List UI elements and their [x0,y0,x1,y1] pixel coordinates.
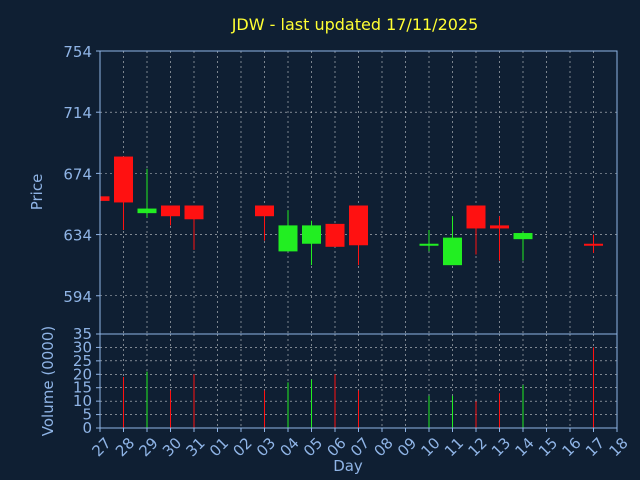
candle-body-17 [584,243,603,246]
x-tick-label: 16 [559,434,585,460]
x-ticks: 2728293031010203040506070809101112131415… [89,428,632,460]
volume-tick-label: 25 [73,352,92,370]
price-tick-label: 714 [63,104,92,122]
x-axis-label: Day [333,457,363,475]
x-tick-label: 05 [300,434,326,460]
volume-tick-label: 20 [73,365,92,383]
x-tick-label: 02 [230,434,256,460]
candle-body-29 [137,208,157,214]
price-tick-label: 754 [63,43,92,61]
candle-body-06 [325,223,345,247]
candle-body-07 [349,205,368,246]
volume-bars [123,347,594,428]
chart-title: JDW - last updated 17/11/2025 [231,15,479,34]
candle-body-30 [161,205,180,217]
candle-body-03 [255,205,274,217]
candle-body-04 [278,225,298,252]
x-tick-label: 31 [183,434,209,460]
price-tick-label: 594 [63,288,92,306]
x-tick-label: 01 [206,434,232,460]
candle-body-13 [490,225,509,229]
candle-body-11 [443,237,462,266]
candle-body-14 [513,233,533,240]
candle-body-31 [184,205,204,220]
candle-body-10 [419,243,439,246]
x-tick-label: 17 [582,434,608,460]
price-axis-label: Price [28,174,46,211]
candle-body-28 [114,156,133,203]
candle-body-27 [100,196,110,201]
x-tick-label: 18 [606,434,632,460]
x-tick-label: 03 [253,434,279,460]
price-tick-label: 674 [63,165,92,183]
volume-tick-label: 0 [82,419,92,437]
candle-body-05 [302,225,321,244]
x-tick-label: 14 [512,434,538,460]
candle-body-12 [466,205,486,229]
x-tick-label: 11 [441,434,467,460]
volume-tick-label: 30 [73,338,92,356]
x-tick-label: 10 [418,434,444,460]
x-tick-label: 09 [394,434,420,460]
volume-tick-label: 15 [73,379,92,397]
x-tick-label: 15 [535,434,561,460]
x-tick-label: 28 [112,434,138,460]
x-tick-label: 13 [488,434,514,460]
volume-tick-label: 10 [73,392,92,410]
price-y-ticks: 594 634 674 714 754 [63,43,100,306]
x-tick-label: 08 [371,434,397,460]
price-candles [99,156,603,266]
x-tick-label: 12 [465,434,491,460]
price-tick-label: 634 [63,227,92,245]
x-tick-label: 04 [277,434,303,460]
volume-tick-label: 35 [73,325,92,343]
price-grid [100,51,617,334]
volume-tick-label: 5 [82,406,92,424]
x-tick-label: 30 [159,434,185,460]
volume-axis-label: Volume (0000) [39,326,57,436]
x-tick-label: 29 [136,434,162,460]
x-tick-label: 27 [89,434,115,460]
